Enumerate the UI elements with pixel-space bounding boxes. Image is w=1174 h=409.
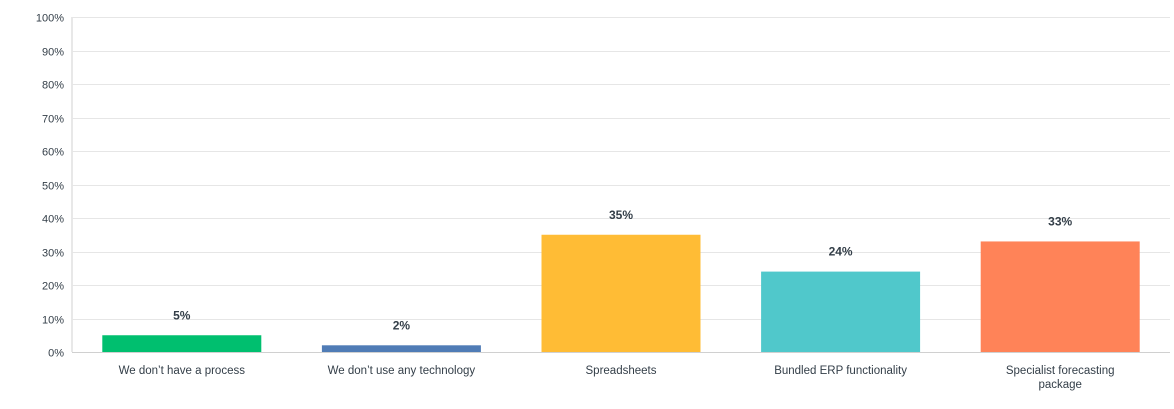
y-tick-label: 20% bbox=[42, 281, 64, 293]
bars bbox=[102, 234, 1140, 352]
category-label: Bundled ERP functionality bbox=[774, 365, 907, 377]
bar bbox=[541, 234, 701, 352]
y-tick-label: 70% bbox=[42, 114, 64, 126]
category-label: Specialist forecasting package bbox=[1006, 365, 1115, 391]
category-label: We don’t use any technology bbox=[328, 365, 476, 377]
bar bbox=[761, 271, 921, 352]
y-tick-label: 60% bbox=[42, 147, 64, 159]
y-tick-label: 50% bbox=[42, 181, 64, 193]
data-label: 2% bbox=[393, 318, 411, 332]
data-label: 5% bbox=[173, 308, 191, 322]
y-tick-label: 0% bbox=[48, 348, 64, 360]
data-label: 33% bbox=[1048, 214, 1072, 228]
category-label: We don’t have a process bbox=[119, 365, 246, 377]
y-tick-label: 80% bbox=[42, 80, 64, 92]
y-tick-label: 100% bbox=[36, 13, 64, 25]
data-labels: 5% 2% 35% 24% 33% bbox=[173, 208, 1072, 333]
data-label: 35% bbox=[609, 208, 633, 222]
bar bbox=[102, 335, 262, 352]
y-tick-label: 30% bbox=[42, 248, 64, 260]
bar bbox=[980, 241, 1140, 352]
y-tick-label: 40% bbox=[42, 214, 64, 226]
y-tick-label: 10% bbox=[42, 315, 64, 327]
y-axis-ticks: 0% 10% 20% 30% 40% 50% 60% 70% 80% 90% 100% bbox=[36, 13, 64, 360]
bar bbox=[321, 345, 481, 352]
data-label: 24% bbox=[829, 245, 853, 259]
y-tick-label: 90% bbox=[42, 47, 64, 59]
category-labels: We don’t have a process We don’t use any … bbox=[119, 365, 1115, 391]
category-label: Spreadsheets bbox=[586, 365, 657, 377]
